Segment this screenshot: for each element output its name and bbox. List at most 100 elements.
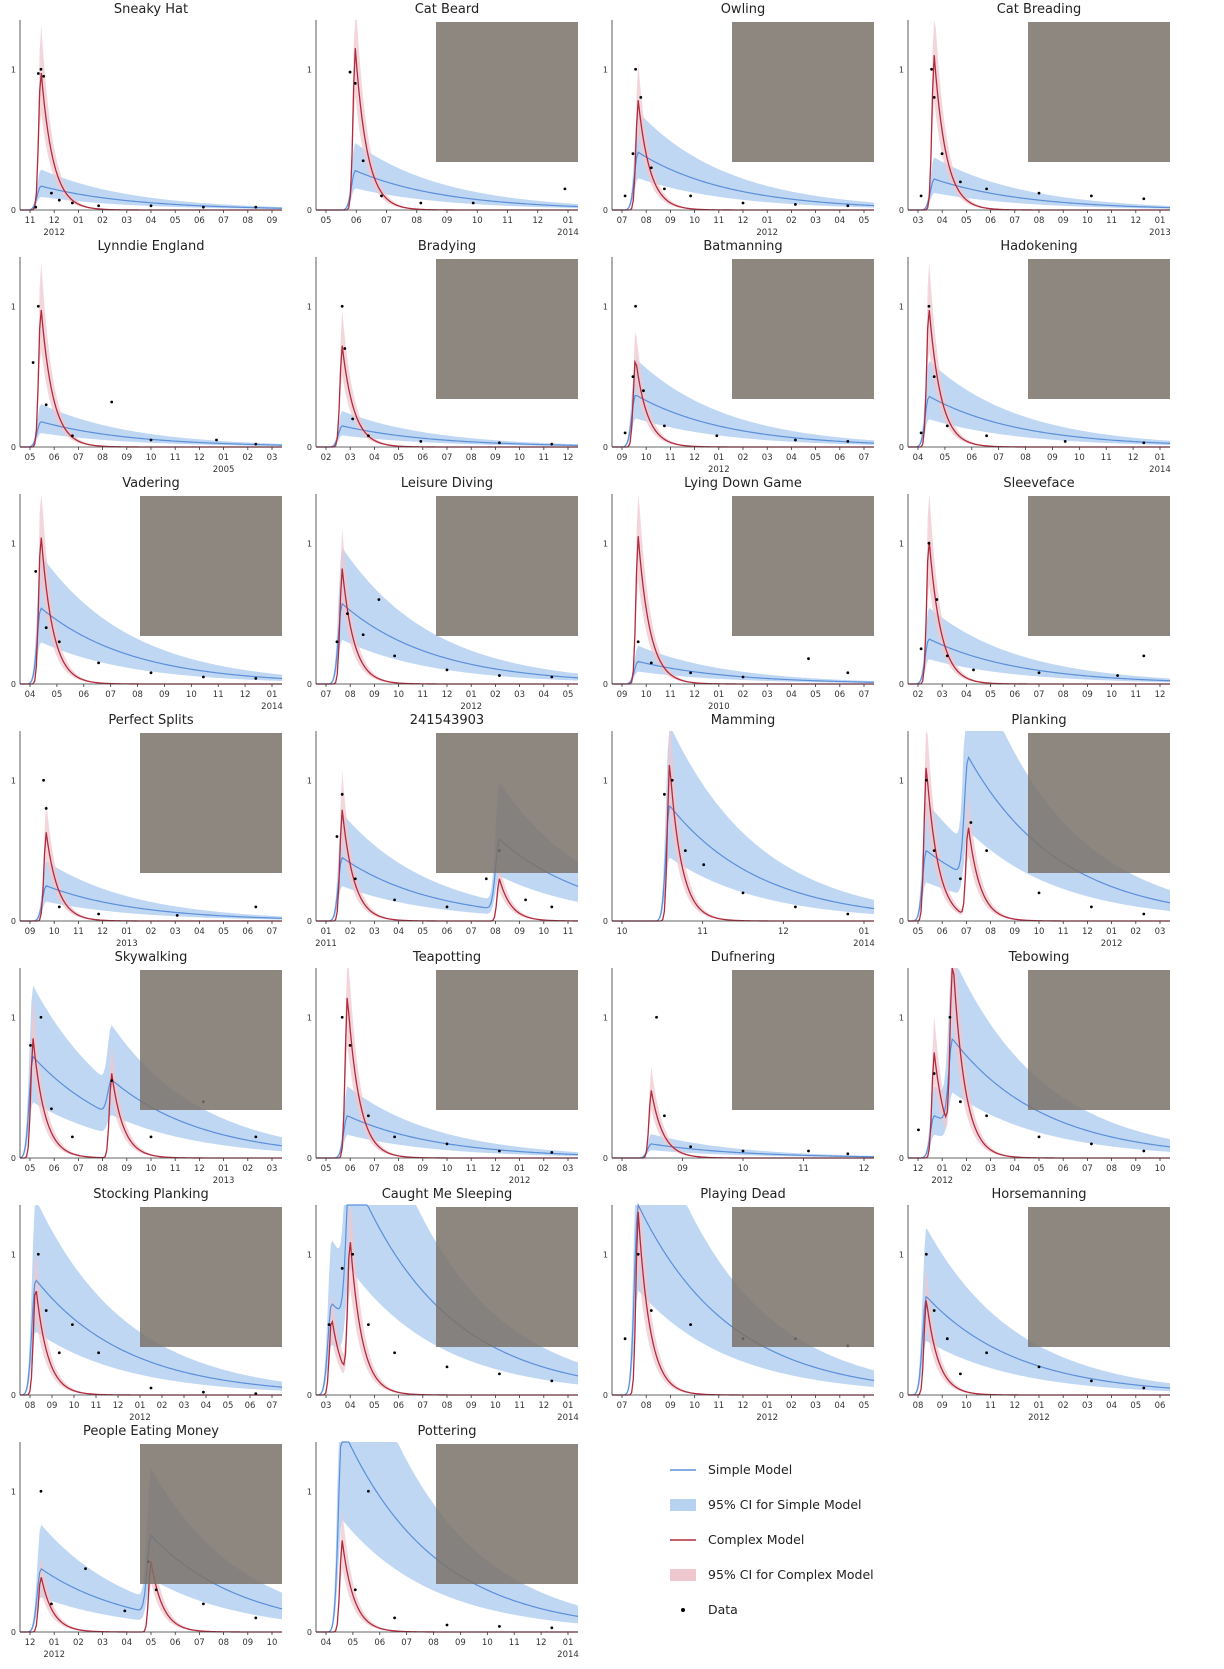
data-point <box>636 640 640 644</box>
x-tick-label: 03 <box>563 1164 574 1174</box>
data-point <box>50 191 53 195</box>
x-tick-label: 12 <box>532 216 543 226</box>
data-point <box>34 205 38 209</box>
legend-data-swatch <box>681 1607 685 1612</box>
data-point <box>1116 674 1119 677</box>
data-point <box>917 1128 920 1132</box>
simple-model-line <box>20 185 283 211</box>
data-point <box>393 898 396 902</box>
chart-title: Pottering <box>418 1424 477 1439</box>
x-tick-label: 09 <box>665 216 676 226</box>
x-tick-label: 05 <box>393 453 404 463</box>
x-tick-label: 06 <box>49 1164 60 1174</box>
x-tick-label: 01 <box>563 216 574 226</box>
x-tick-label: 05 <box>25 1164 36 1174</box>
x-tick-label: 03 <box>937 690 948 700</box>
legend-simple-ci-swatch <box>670 1498 696 1511</box>
x-tick-label: 01 <box>49 1638 60 1648</box>
x-tick-label: 12 <box>538 1401 549 1411</box>
y-tick-label: 1 <box>899 302 904 311</box>
x-tick-label: 11 <box>514 1401 525 1411</box>
data-point <box>335 640 339 644</box>
inset-photo <box>436 733 578 873</box>
data-point <box>985 434 988 438</box>
chart-title: Mamming <box>711 713 776 728</box>
x-tick-label: 07 <box>369 1164 380 1174</box>
x-tick-label: 03 <box>267 1164 278 1174</box>
simple-ci-band <box>20 404 282 447</box>
x-tick-label: 09 <box>25 927 36 937</box>
simple-ci-band <box>20 861 282 921</box>
data-point <box>985 1114 988 1118</box>
x-tick-label: 05 <box>170 216 181 226</box>
data-point <box>97 661 100 665</box>
x-year-label: 2014 <box>557 228 579 238</box>
y-tick-label: 1 <box>603 1250 608 1259</box>
x-tick-label: 10 <box>490 1401 501 1411</box>
inset-photo <box>436 1444 578 1584</box>
x-tick-label: 11 <box>1106 216 1117 226</box>
x-tick-label: 12 <box>49 216 60 226</box>
data-point <box>1037 1365 1041 1369</box>
x-year-label: 2012 <box>129 1413 151 1423</box>
chart-title: Teapotting <box>412 950 481 965</box>
y-tick-label: 0 <box>603 917 608 926</box>
x-tick-label: 06 <box>170 1638 181 1648</box>
x-tick-label: 02 <box>242 453 253 463</box>
inset-photo <box>436 259 578 399</box>
chart-title: Sleeveface <box>1003 476 1074 491</box>
complex-ci-band <box>908 20 1170 210</box>
x-tick-label: 09 <box>242 1638 253 1648</box>
x-tick-label: 10 <box>393 690 404 700</box>
x-tick-label: 05 <box>913 927 924 937</box>
x-tick-label: 11 <box>170 453 181 463</box>
chart-title: Leisure Diving <box>401 476 493 491</box>
x-tick-label: 12 <box>913 1164 924 1174</box>
x-tick-label: 07 <box>105 690 116 700</box>
x-tick-label: 10 <box>146 1164 157 1174</box>
simple-model-line <box>316 169 579 211</box>
x-tick-label: 04 <box>369 453 380 463</box>
legend-simple: Simple Model <box>670 1452 970 1487</box>
chart-11: Sleeveface 0 1 02 03 04 05 06 07 08 09 10 11 12 <box>899 476 1171 700</box>
x-tick-label: 11 <box>713 1401 724 1411</box>
x-tick-label: 07 <box>442 453 453 463</box>
data-point <box>471 201 475 205</box>
data-point <box>945 654 949 658</box>
x-tick-label: 12 <box>1082 927 1093 937</box>
chart-title: Dufnering <box>711 950 776 965</box>
x-tick-label: 01 <box>73 216 84 226</box>
simple-model-line <box>908 638 1171 685</box>
data-point <box>97 912 100 916</box>
x-tick-label: 06 <box>985 216 996 226</box>
x-tick-label: 09 <box>47 1401 58 1411</box>
data-point <box>50 1107 53 1111</box>
data-point <box>623 1337 627 1341</box>
x-tick-label: 08 <box>617 1164 628 1174</box>
x-tick-label: 03 <box>810 1401 821 1411</box>
x-tick-label: 09 <box>1058 216 1069 226</box>
x-year-label: 2014 <box>853 939 875 949</box>
data-point <box>498 674 501 677</box>
y-tick-label: 0 <box>307 1391 312 1400</box>
x-tick-label: 05 <box>939 453 950 463</box>
x-tick-label: 08 <box>218 1638 229 1648</box>
data-point <box>484 877 488 881</box>
data-point <box>498 1624 501 1628</box>
complex-ci-band <box>316 528 578 684</box>
data-point <box>649 1309 653 1312</box>
data-point <box>945 424 949 428</box>
simple-ci-band <box>612 1134 874 1158</box>
data-point <box>445 1623 449 1627</box>
x-tick-label: 09 <box>455 1638 466 1648</box>
x-tick-label: 08 <box>1058 690 1069 700</box>
simple-model-line <box>20 607 283 685</box>
x-tick-label: 05 <box>321 1164 332 1174</box>
simple-ci-band <box>908 968 1170 1158</box>
data-point <box>202 675 205 679</box>
y-tick-label: 0 <box>603 1154 608 1163</box>
x-tick-label: 12 <box>738 216 749 226</box>
